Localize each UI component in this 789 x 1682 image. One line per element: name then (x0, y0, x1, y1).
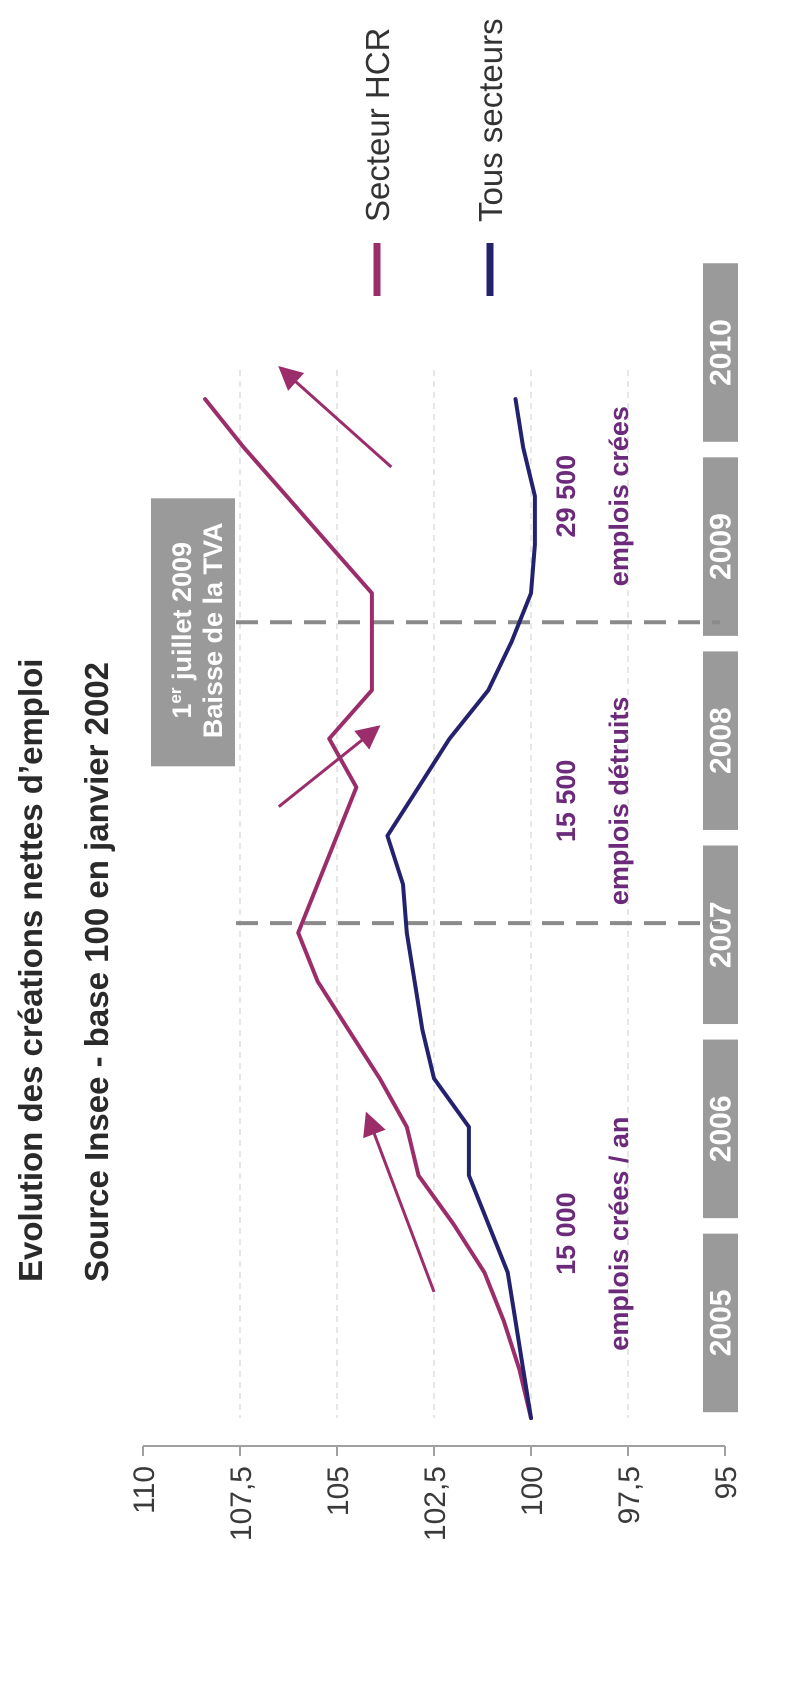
year-label: 2006 (705, 1095, 738, 1162)
axis-tick-label: 97,5 (613, 1466, 646, 1524)
chart-subtitle: Source Insee - base 100 en janvier 2002 (78, 662, 115, 1282)
event-label-box (151, 498, 235, 767)
axis-tick-label: 105 (322, 1466, 355, 1516)
plot-area: 2005 2006 2007 2008 2009 2010 95 97,5 100 102,5 10… (128, 263, 743, 1541)
annotation-text: emplois crées / an (604, 1117, 634, 1351)
annotation-value: 15 000 (551, 1192, 581, 1275)
annotation-value: 29 500 (551, 455, 581, 538)
axis-tick-label: 100 (516, 1466, 549, 1516)
legend: Secteur HCR Tous secteurs (359, 18, 509, 296)
year-label: 2008 (705, 707, 738, 774)
legend-label: Tous secteurs (472, 18, 509, 222)
year-band (703, 457, 738, 636)
year-label: 2005 (705, 1290, 738, 1357)
trend-arrow (363, 1111, 436, 1293)
year-label: 2007 (705, 901, 738, 968)
year-band (703, 845, 738, 1025)
year-band (703, 263, 738, 442)
series-line-hcr (203, 397, 533, 1420)
annotation-text: emplois crées (604, 406, 634, 586)
year-label: 2009 (705, 513, 738, 580)
chart-title: Evolution des créations nettes d’emploi (12, 659, 49, 1282)
event-label-num: 1 (167, 704, 197, 719)
annotation-text: emplois détruits (604, 697, 634, 906)
axis-tick-label: 102,5 (419, 1466, 452, 1541)
series-line-all (385, 397, 537, 1420)
year-label: 2010 (705, 319, 738, 386)
annotation-value: 15 500 (551, 760, 581, 843)
trend-arrow (277, 725, 381, 808)
year-band (703, 1233, 738, 1413)
event-label-line1: 1er juillet 2009 (166, 542, 197, 719)
year-band (703, 651, 738, 830)
trend-arrow (278, 366, 393, 469)
axis-tick-label: 110 (128, 1466, 161, 1514)
event-label-rest: juillet 2009 (167, 542, 197, 688)
event-label-line2: Baisse de la TVA (198, 522, 228, 738)
year-band (703, 1039, 738, 1219)
event-label-sup: er (166, 687, 185, 703)
axis-tick-label: 107,5 (225, 1466, 258, 1541)
legend-label: Secteur HCR (359, 28, 396, 222)
axis-tick-label: 95 (710, 1466, 743, 1499)
